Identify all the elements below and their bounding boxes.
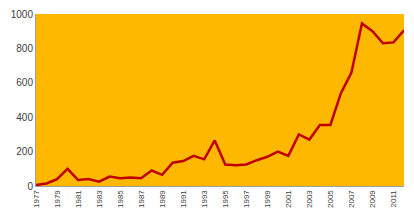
- svg-text:1977: 1977: [32, 190, 41, 208]
- svg-text:1997: 1997: [242, 190, 251, 208]
- svg-text:2005: 2005: [326, 190, 335, 208]
- svg-text:1989: 1989: [158, 190, 167, 208]
- svg-text:1979: 1979: [53, 190, 62, 208]
- svg-text:1995: 1995: [221, 190, 230, 208]
- svg-text:400: 400: [16, 112, 33, 123]
- svg-text:2009: 2009: [368, 190, 377, 208]
- svg-text:2001: 2001: [284, 190, 293, 208]
- svg-text:200: 200: [16, 146, 33, 157]
- svg-text:2003: 2003: [305, 190, 314, 208]
- svg-text:1985: 1985: [116, 190, 125, 208]
- svg-text:600: 600: [16, 77, 33, 88]
- svg-text:1993: 1993: [200, 190, 209, 208]
- svg-text:1999: 1999: [263, 190, 272, 208]
- svg-text:1981: 1981: [74, 190, 83, 208]
- svg-text:1987: 1987: [137, 190, 146, 208]
- svg-text:1991: 1991: [179, 190, 188, 208]
- svg-text:1983: 1983: [95, 190, 104, 208]
- svg-text:2007: 2007: [347, 190, 356, 208]
- svg-text:2011: 2011: [389, 190, 398, 208]
- svg-text:800: 800: [16, 43, 33, 54]
- svg-text:1000: 1000: [11, 9, 34, 20]
- svg-text:0: 0: [27, 181, 33, 192]
